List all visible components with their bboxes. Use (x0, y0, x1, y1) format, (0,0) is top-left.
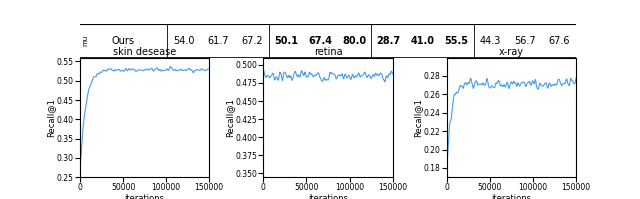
Text: 55.5: 55.5 (445, 36, 468, 46)
Text: 54.0: 54.0 (173, 36, 195, 46)
Text: 80.0: 80.0 (342, 36, 367, 46)
Text: mu: mu (83, 35, 88, 46)
X-axis label: iterations: iterations (492, 194, 531, 199)
Text: Ours: Ours (112, 36, 135, 46)
Text: 61.7: 61.7 (207, 36, 228, 46)
Y-axis label: Recall@1: Recall@1 (413, 98, 422, 137)
Text: 56.7: 56.7 (514, 36, 536, 46)
X-axis label: iterations: iterations (308, 194, 348, 199)
Title: retina: retina (314, 47, 342, 57)
Text: 41.0: 41.0 (410, 36, 435, 46)
Y-axis label: Recall@1: Recall@1 (46, 98, 56, 137)
Text: 67.4: 67.4 (308, 36, 332, 46)
Title: skin desease: skin desease (113, 47, 176, 57)
Text: 50.1: 50.1 (274, 36, 298, 46)
Text: 67.2: 67.2 (241, 36, 263, 46)
Text: 67.6: 67.6 (548, 36, 570, 46)
Text: 44.3: 44.3 (480, 36, 501, 46)
X-axis label: iterations: iterations (125, 194, 164, 199)
Y-axis label: Recall@1: Recall@1 (225, 98, 234, 137)
Text: 28.7: 28.7 (376, 36, 401, 46)
Title: x-ray: x-ray (499, 47, 524, 57)
